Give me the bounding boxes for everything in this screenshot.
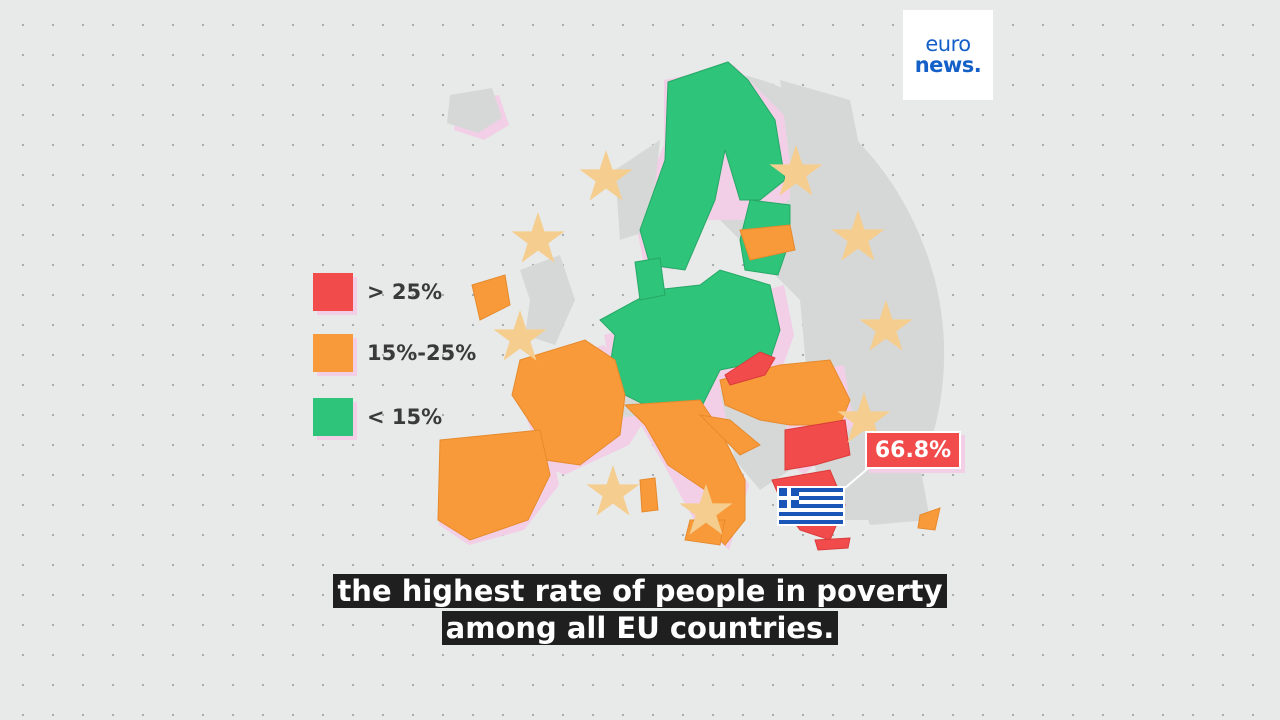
greece-flag-icon xyxy=(777,486,845,526)
legend-item-high: > 25% xyxy=(313,273,442,311)
caption-line2: among all EU countries. xyxy=(441,611,839,645)
caption-line1: the highest rate of people in poverty xyxy=(333,574,947,608)
greece-value-badge: 66.8% xyxy=(865,431,961,469)
legend-label-low: < 15% xyxy=(367,405,443,429)
logo-line2: news. xyxy=(914,53,982,77)
legend-swatch-low xyxy=(313,398,353,436)
legend-item-mid: 15%-25% xyxy=(313,334,476,372)
legend-swatch-mid xyxy=(313,334,353,372)
subtitle-caption: the highest rate of people in poverty am… xyxy=(0,573,1280,647)
legend-label-high: > 25% xyxy=(367,280,443,304)
logo-line1: euro xyxy=(925,32,971,56)
legend-label-mid: 15%-25% xyxy=(367,341,477,365)
legend-item-low: < 15% xyxy=(313,398,442,436)
legend-swatch-high xyxy=(313,273,353,311)
euronews-logo: euro news. xyxy=(903,10,993,100)
